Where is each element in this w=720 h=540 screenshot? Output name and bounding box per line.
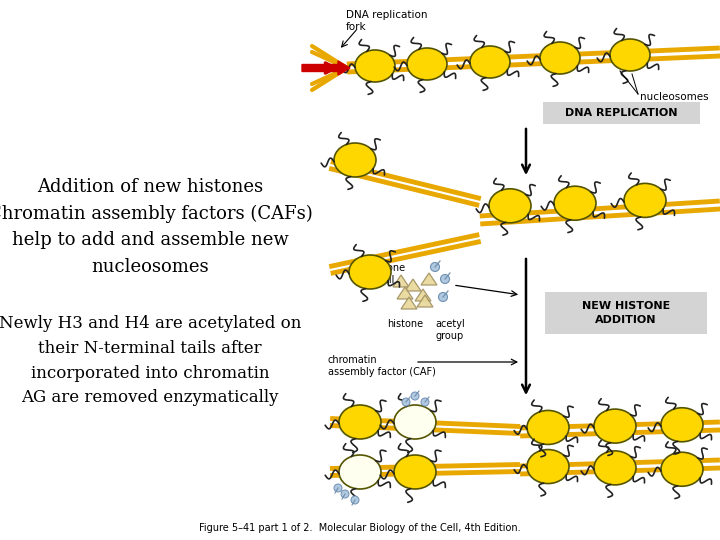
Ellipse shape	[527, 410, 569, 444]
Ellipse shape	[624, 184, 666, 218]
Circle shape	[341, 490, 349, 498]
Ellipse shape	[610, 39, 650, 71]
Circle shape	[441, 274, 449, 284]
Text: Figure 5–41 part 1 of 2.  Molecular Biology of the Cell, 4th Edition.: Figure 5–41 part 1 of 2. Molecular Biolo…	[199, 523, 521, 533]
Polygon shape	[401, 297, 417, 309]
Ellipse shape	[594, 451, 636, 485]
Ellipse shape	[339, 455, 381, 489]
Ellipse shape	[489, 189, 531, 223]
Text: acetyl
group: acetyl group	[435, 319, 465, 341]
Ellipse shape	[407, 48, 447, 80]
Text: chromatin
assembly factor (CAF): chromatin assembly factor (CAF)	[328, 355, 436, 376]
Ellipse shape	[527, 450, 569, 483]
Polygon shape	[417, 295, 433, 307]
Ellipse shape	[355, 50, 395, 82]
Ellipse shape	[661, 408, 703, 442]
Text: histone: histone	[387, 319, 423, 329]
Polygon shape	[405, 279, 421, 291]
Polygon shape	[393, 275, 409, 287]
FancyBboxPatch shape	[545, 292, 707, 334]
Polygon shape	[415, 289, 431, 301]
Circle shape	[351, 496, 359, 504]
Circle shape	[402, 398, 410, 406]
FancyBboxPatch shape	[543, 102, 700, 124]
FancyArrow shape	[302, 61, 350, 75]
Ellipse shape	[339, 405, 381, 439]
Text: Addition of new histones
Chromatin assembly factors (CAFs)
help to add and assem: Addition of new histones Chromatin assem…	[0, 178, 312, 275]
Circle shape	[431, 262, 439, 272]
Polygon shape	[421, 273, 437, 285]
Ellipse shape	[661, 452, 703, 486]
Circle shape	[421, 398, 429, 406]
Circle shape	[411, 392, 419, 400]
Polygon shape	[397, 287, 413, 299]
Ellipse shape	[470, 46, 510, 78]
Text: NEW HISTONE
ADDITION: NEW HISTONE ADDITION	[582, 301, 670, 325]
Ellipse shape	[394, 455, 436, 489]
Ellipse shape	[540, 42, 580, 74]
Ellipse shape	[334, 143, 376, 177]
Ellipse shape	[349, 255, 391, 289]
Ellipse shape	[594, 409, 636, 443]
Text: histone
tail: histone tail	[369, 263, 405, 285]
Text: nucleosomes: nucleosomes	[640, 92, 708, 102]
Ellipse shape	[394, 405, 436, 439]
Text: DNA REPLICATION: DNA REPLICATION	[564, 108, 678, 118]
Text: Newly H3 and H4 are acetylated on
their N-terminal tails after
incorporated into: Newly H3 and H4 are acetylated on their …	[0, 315, 301, 407]
Text: DNA replication
fork: DNA replication fork	[346, 10, 428, 32]
Circle shape	[438, 293, 448, 301]
Circle shape	[334, 484, 342, 492]
Ellipse shape	[554, 186, 596, 220]
